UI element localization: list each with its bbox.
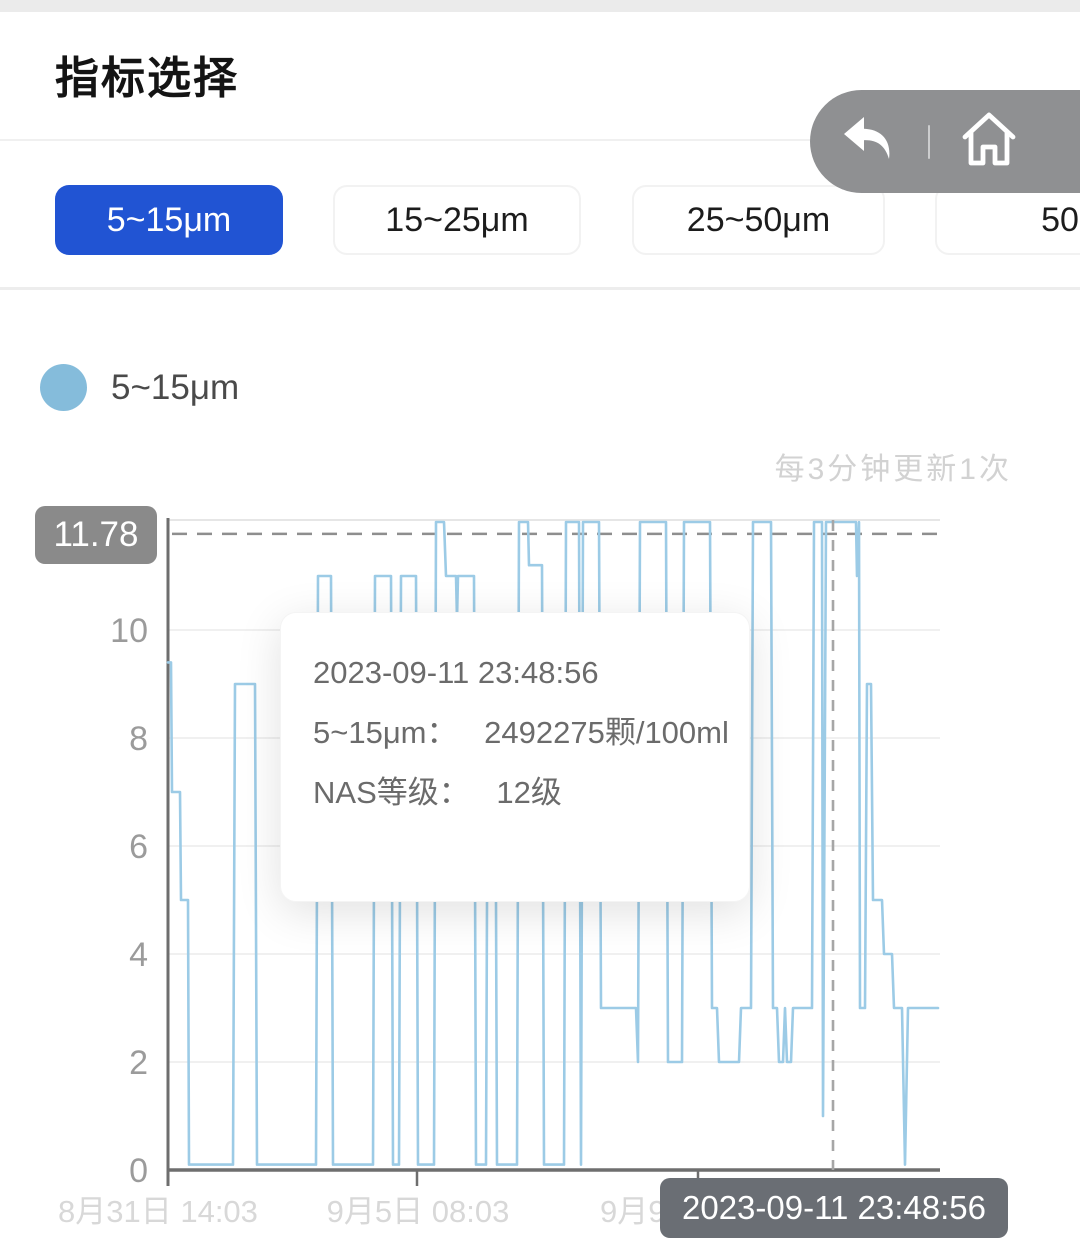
tooltip-nas-label: NAS等级： [313, 775, 470, 810]
back-button[interactable] [810, 90, 928, 193]
tooltip-series-label: 5~15μm： [313, 715, 458, 750]
y-tick-label-0: 0 [129, 1152, 148, 1190]
page-title: 指标选择 [55, 54, 239, 103]
x-tick-label-0: 8月31日 14:03 [58, 1194, 258, 1229]
tooltip-nas-line: NAS等级： 12级 [313, 763, 749, 823]
home-button[interactable] [930, 90, 1048, 193]
max-value-badge: 11.78 [35, 506, 157, 564]
tooltip-series-line: 5~15μm： 2492275颗/100ml [313, 703, 749, 763]
y-tick-label-8: 8 [129, 720, 148, 758]
x-tick-label-1: 9月5日 08:03 [327, 1194, 510, 1229]
legend-label: 5~15μm [111, 367, 240, 407]
update-interval-note: 每3分钟更新1次 [774, 453, 1012, 486]
tabs-divider [0, 287, 1080, 290]
x-tick-label-2: 9月9 [600, 1194, 665, 1229]
y-tick-label-2: 2 [129, 1044, 148, 1082]
chart-tooltip: 2023-09-11 23:48:56 5~15μm： 2492275颗/100… [280, 612, 750, 902]
legend-item-5-15um[interactable]: 5~15μm [40, 364, 239, 411]
nav-capsule [810, 90, 1080, 193]
tab-25-50um[interactable]: 25~50μm [632, 185, 885, 255]
header-divider [0, 139, 1080, 141]
y-tick-label-10: 10 [110, 612, 148, 650]
y-tick-label-4: 4 [129, 936, 148, 974]
y-tick-label-6: 6 [129, 828, 148, 866]
tooltip-nas-value: 12级 [496, 775, 562, 810]
tooltip-timestamp: 2023-09-11 23:48:56 [313, 655, 599, 690]
status-strip [0, 0, 1080, 12]
capsule-divider [928, 124, 930, 159]
back-arrow-icon [838, 113, 900, 170]
cursor-time-badge: 2023-09-11 23:48:56 [660, 1178, 1008, 1238]
tab-15-25um[interactable]: 15~25μm [333, 185, 581, 255]
legend-dot [40, 364, 87, 411]
tooltip-series-value: 2492275颗/100ml [484, 715, 729, 750]
tab-5-15um[interactable]: 5~15μm [55, 185, 283, 255]
home-icon [957, 109, 1021, 174]
